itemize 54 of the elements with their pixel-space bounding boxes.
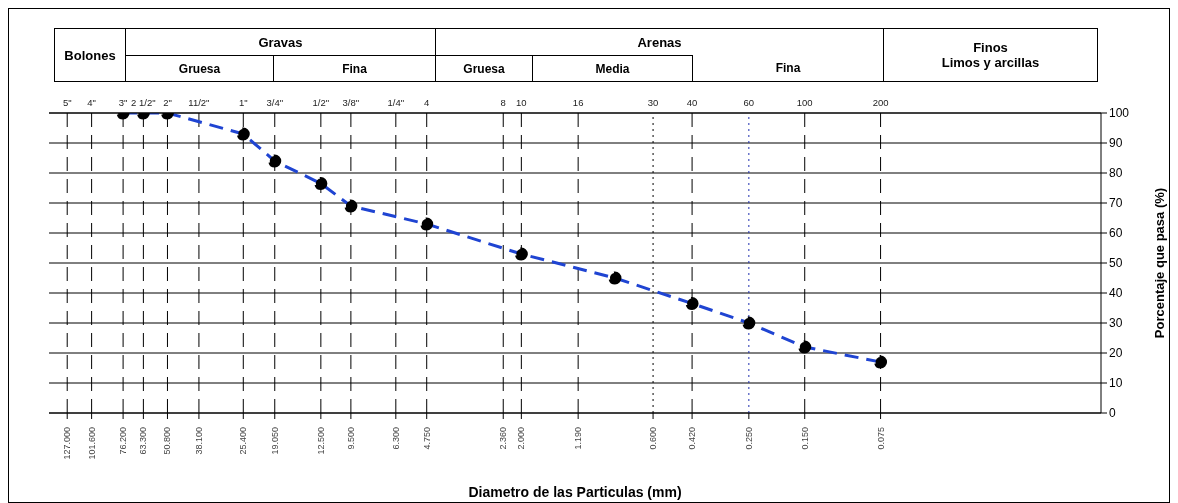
text: 10 — [516, 97, 527, 108]
soil-classification-table: Bolones Gravas Gruesa Fina Arenas Gruesa Media Fina Finos Limos y arcillas — [54, 28, 1098, 82]
text: 3/8" — [342, 97, 360, 108]
text: 30 — [647, 97, 659, 108]
x-tick-label: 6.300 — [390, 427, 401, 450]
x-tick-label: 2.360 — [498, 427, 509, 450]
text: 5" — [62, 97, 72, 108]
text: 8 — [500, 97, 506, 108]
y-tick-label: 40 — [1109, 286, 1123, 301]
text: 2" — [163, 97, 172, 108]
x-tick-label: 25.400 — [238, 427, 249, 455]
y-tick-label: 60 — [1109, 226, 1123, 241]
x-tick-label: 0.600 — [648, 427, 659, 450]
x-tick-label: 4.750 — [421, 427, 432, 450]
text: 3" — [118, 97, 128, 108]
x-tick-label: 0.250 — [743, 427, 754, 450]
x-tick-label: 76.200 — [118, 427, 129, 455]
x-axis-title: Diametro de las Particulas (mm) — [468, 484, 682, 500]
x-tick-label: 0.075 — [875, 427, 886, 450]
y-tick-label: 100 — [1109, 106, 1130, 121]
text: 2 1/2" — [131, 97, 156, 108]
x-tick-label: 101.600 — [86, 427, 97, 460]
text: 1/2" — [312, 97, 330, 108]
text: 4 — [424, 97, 430, 108]
x-tick-label: 38.100 — [193, 427, 204, 455]
y-tick-label: 10 — [1109, 376, 1123, 391]
x-tick-label: 9.500 — [345, 427, 356, 450]
text: 3/4" — [266, 97, 284, 108]
text: 200 — [872, 97, 889, 108]
text: 1" — [238, 97, 248, 108]
x-tick-label: 0.150 — [799, 427, 810, 450]
x-tick-label: 2.000 — [516, 427, 527, 450]
y-tick-label: 70 — [1109, 196, 1123, 211]
text: 4" — [87, 97, 96, 108]
x-tick-label: 0.420 — [687, 427, 698, 450]
y-tick-label: 50 — [1109, 256, 1123, 271]
y-tick-label: 30 — [1109, 316, 1123, 331]
y-axis-title: Porcentaje que pasa (%) — [1151, 187, 1167, 339]
text: 1/4" — [387, 97, 405, 108]
text: 100 — [796, 97, 813, 108]
y-tick-label: 80 — [1109, 166, 1123, 181]
x-tick-label: 12.500 — [315, 427, 326, 455]
text: 11/2" — [188, 97, 210, 108]
text: 16 — [572, 97, 584, 108]
x-tick-label: 127.000 — [62, 427, 73, 460]
x-tick-label: 63.300 — [138, 427, 149, 455]
y-tick-label: 90 — [1109, 136, 1123, 151]
x-tick-label: 1.190 — [573, 427, 584, 450]
y-tick-label: 0 — [1109, 406, 1116, 421]
text: 60 — [743, 97, 755, 108]
x-tick-label: 19.050 — [269, 427, 280, 455]
y-tick-label: 20 — [1109, 346, 1123, 361]
x-tick-label: 50.800 — [162, 427, 173, 455]
text: 40 — [686, 97, 698, 108]
